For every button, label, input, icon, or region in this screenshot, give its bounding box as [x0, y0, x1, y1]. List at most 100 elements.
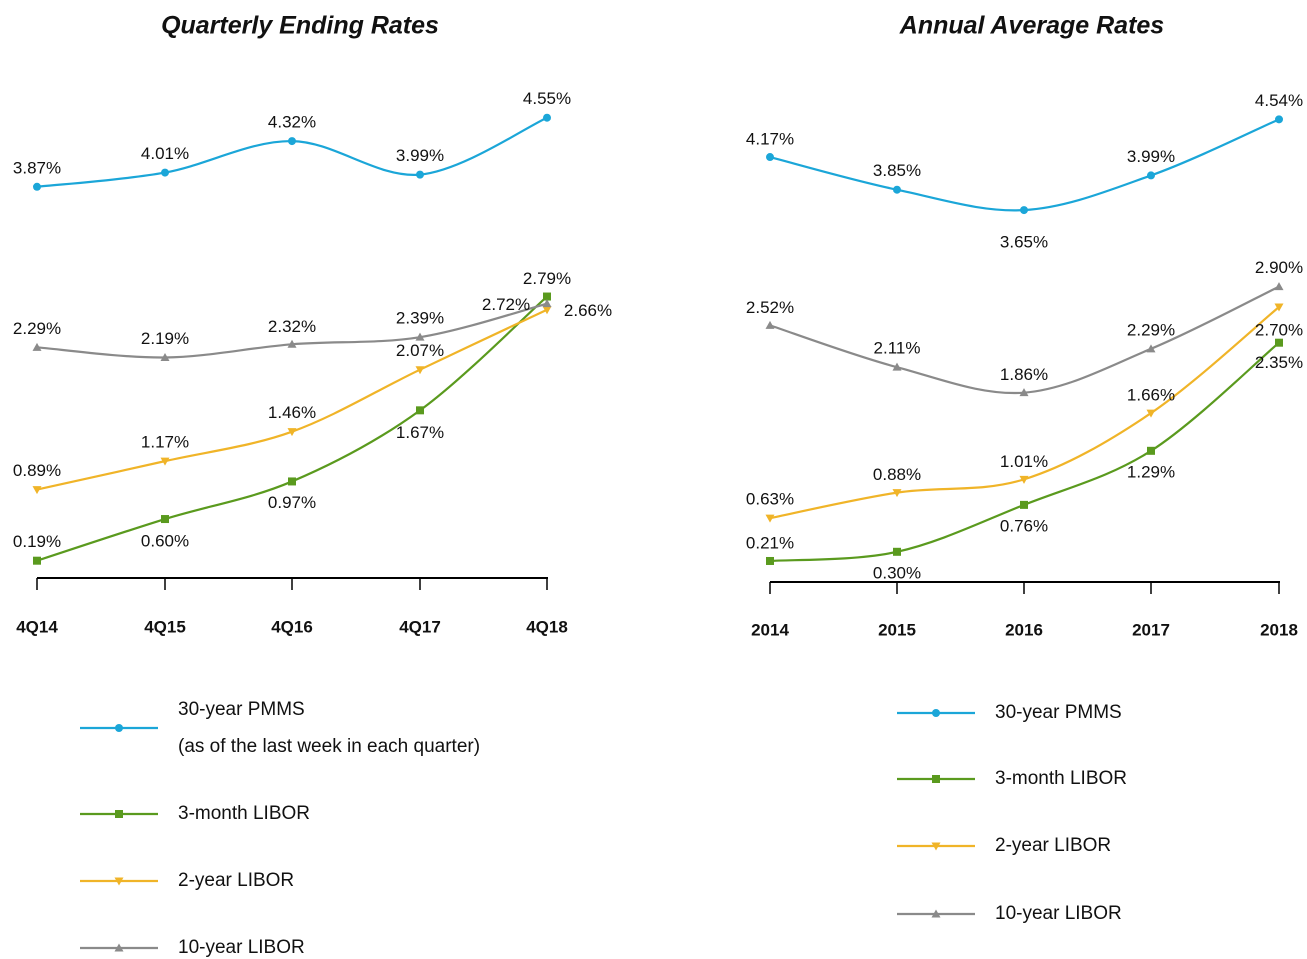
marker: [892, 362, 902, 371]
marker: [1147, 171, 1155, 180]
marker: [415, 366, 425, 375]
marker: [543, 292, 551, 301]
marker: [33, 182, 41, 191]
marker: [287, 428, 297, 437]
legend-label: 10-year LIBOR: [995, 903, 1122, 924]
data-label: 4.54%: [1255, 91, 1303, 110]
data-label: 2.90%: [1255, 258, 1303, 277]
marker: [893, 185, 901, 194]
marker: [160, 457, 170, 466]
legend-label: 2-year LIBOR: [178, 870, 294, 891]
marker: [33, 556, 41, 565]
data-label: 4.55%: [523, 89, 571, 108]
legend-marker: [931, 909, 941, 918]
marker: [1146, 344, 1156, 353]
marker: [1146, 409, 1156, 418]
marker: [893, 547, 901, 556]
data-label: 1.67%: [396, 423, 444, 442]
marker: [765, 320, 775, 329]
data-label: 2.72%: [482, 295, 530, 314]
data-label: 1.66%: [1127, 386, 1175, 405]
data-label: 3.65%: [1000, 233, 1048, 252]
marker: [543, 113, 551, 122]
marker: [288, 137, 296, 146]
series-line: [36, 308, 548, 491]
legend-label: 10-year LIBOR: [178, 937, 305, 958]
marker: [1275, 338, 1283, 347]
marker: [416, 170, 424, 179]
x-tick-label: 2016: [1005, 620, 1043, 639]
data-label: 0.63%: [746, 490, 794, 509]
data-label: 2.29%: [13, 319, 61, 338]
data-label: 3.85%: [873, 161, 921, 180]
data-label: 0.30%: [873, 563, 921, 582]
x-tick-label: 2015: [878, 620, 916, 639]
marker: [160, 352, 170, 361]
legend-marker: [932, 775, 940, 783]
legend-marker: [114, 943, 124, 952]
data-label: 2.19%: [141, 329, 189, 348]
marker: [415, 332, 425, 341]
legend-marker: [931, 842, 941, 851]
data-label: 2.07%: [396, 341, 444, 360]
marker: [32, 486, 42, 495]
data-label: 3.99%: [1127, 147, 1175, 166]
marker: [1020, 500, 1028, 509]
data-label: 1.86%: [1000, 365, 1048, 384]
data-label: 3.99%: [396, 146, 444, 165]
series-line: [769, 306, 1280, 520]
legend-note: (as of the last week in each quarter): [178, 736, 480, 757]
marker: [1275, 115, 1283, 124]
data-label: 2.66%: [564, 301, 612, 320]
chart-title: Annual Average Rates: [899, 12, 1165, 40]
marker: [1274, 282, 1284, 291]
legend-marker: [115, 810, 123, 818]
data-label: 0.88%: [873, 465, 921, 484]
data-label: 0.60%: [141, 532, 189, 551]
x-tick-label: 4Q15: [144, 617, 186, 636]
marker: [892, 489, 902, 498]
marker: [1147, 446, 1155, 455]
marker: [542, 306, 552, 315]
data-label: 2.70%: [1255, 320, 1303, 339]
data-label: 2.52%: [746, 298, 794, 317]
marker: [416, 406, 424, 415]
data-label: 4.01%: [141, 144, 189, 163]
x-tick-label: 4Q18: [526, 617, 568, 636]
data-label: 3.87%: [13, 158, 61, 177]
data-label: 0.21%: [746, 533, 794, 552]
legend-label: 3-month LIBOR: [995, 768, 1127, 789]
data-label: 2.39%: [396, 309, 444, 328]
data-label: 0.76%: [1000, 516, 1048, 535]
legend-label: 3-month LIBOR: [178, 803, 310, 824]
series-line: [36, 295, 548, 562]
chart-title: Quarterly Ending Rates: [161, 12, 439, 40]
marker: [1274, 303, 1284, 312]
data-label: 2.29%: [1127, 320, 1175, 339]
legend-label: 30-year PMMS: [178, 699, 305, 720]
data-label: 2.35%: [1255, 353, 1303, 372]
data-label: 1.01%: [1000, 452, 1048, 471]
legend-marker: [114, 877, 124, 886]
data-label: 0.89%: [13, 461, 61, 480]
marker: [542, 299, 552, 308]
data-label: 0.19%: [13, 532, 61, 551]
marker: [766, 153, 774, 162]
data-label: 2.11%: [874, 339, 921, 358]
data-label: 1.17%: [141, 433, 189, 452]
marker: [161, 515, 169, 524]
legend-label: 2-year LIBOR: [995, 835, 1111, 856]
legend-marker: [932, 709, 940, 717]
data-label: 1.46%: [268, 403, 316, 422]
marker: [765, 514, 775, 523]
marker: [288, 477, 296, 486]
x-tick-label: 4Q17: [399, 617, 441, 636]
x-tick-label: 2018: [1260, 620, 1298, 639]
marker: [32, 342, 42, 351]
marker: [287, 339, 297, 348]
data-label: 2.79%: [523, 269, 571, 288]
data-label: 1.29%: [1127, 462, 1175, 481]
marker: [766, 556, 774, 565]
legend-marker: [115, 724, 123, 732]
